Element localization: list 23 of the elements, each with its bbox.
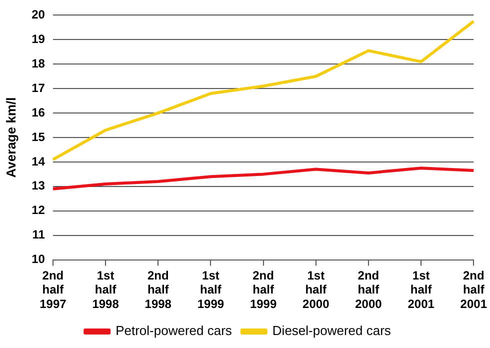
x-tick-label: 1st half 2000 [302, 268, 330, 312]
y-tick-label: 20 [32, 8, 46, 22]
y-tick-label: 10 [32, 252, 46, 266]
y-tick-label: 14 [32, 154, 46, 168]
x-tick-label: 2nd half 1998 [144, 268, 172, 312]
x-tick-label: 2nd half 2000 [355, 268, 382, 312]
x-tick-label: 2nd half 1999 [250, 268, 277, 312]
y-tick-label: 11 [32, 228, 46, 242]
y-tick-label: 17 [32, 80, 46, 95]
x-tick-label: 1st half 2001 [408, 268, 435, 312]
y-tick-label: 13 [32, 178, 46, 193]
x-tick-label: 2nd half 1997 [40, 268, 67, 312]
x-tick-label: 1st half 1999 [197, 268, 224, 312]
y-tick-label: 16 [32, 105, 46, 120]
x-tick-label: 1st half 1998 [92, 268, 120, 312]
x-tick-label: 2nd half 2001 [460, 268, 488, 312]
y-axis-title: Average km/l [3, 97, 18, 178]
y-tick-label: 18 [32, 56, 46, 70]
y-tick-label: 19 [32, 32, 46, 46]
y-tick-label: 12 [32, 203, 46, 218]
legend-label: Petrol-powered cars [116, 323, 232, 338]
y-tick-label: 15 [32, 130, 46, 144]
legend-label: Diesel-powered cars [272, 323, 392, 338]
